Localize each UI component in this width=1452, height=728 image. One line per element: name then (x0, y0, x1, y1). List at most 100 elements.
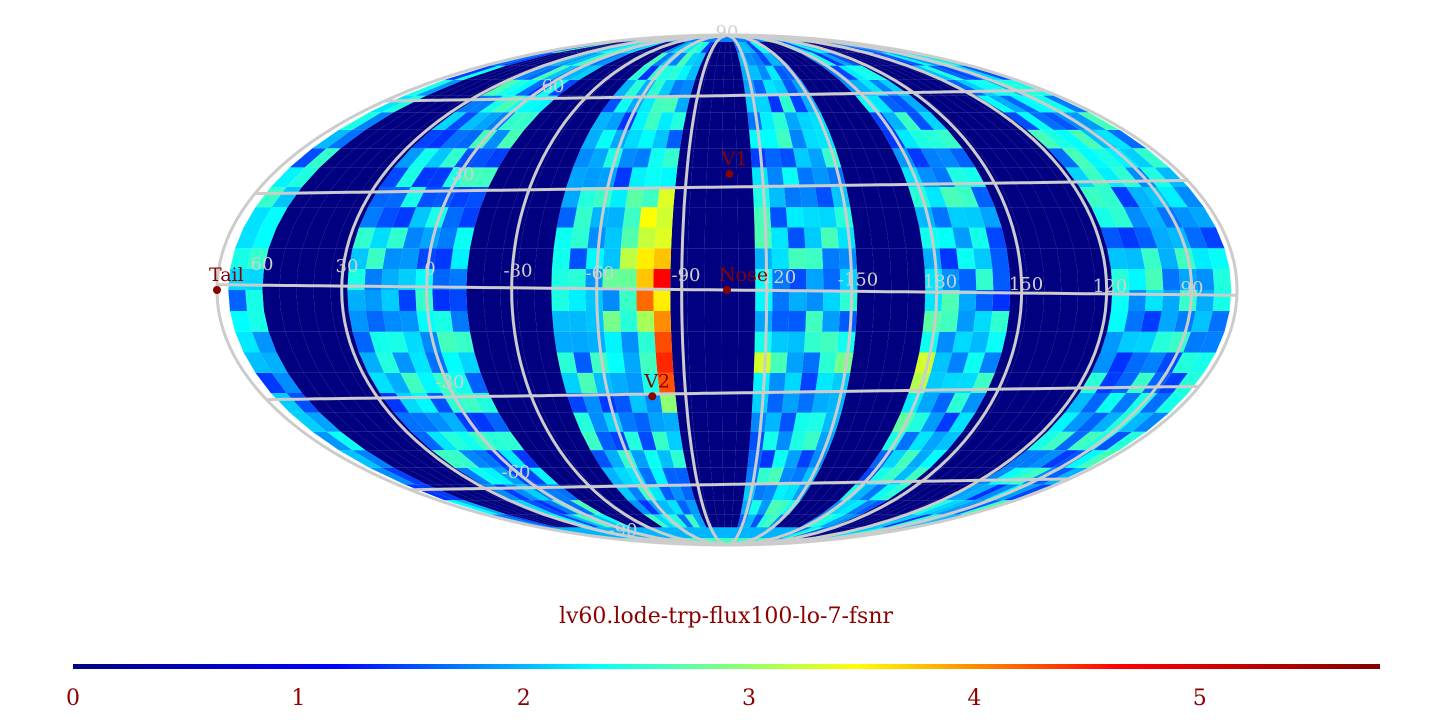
flux-pixel (405, 112, 443, 130)
flux-pixel (1126, 187, 1156, 208)
flux-pixel (926, 65, 975, 80)
flux-pixel (379, 167, 409, 187)
flux-pixel (378, 112, 419, 130)
flux-pixel (855, 248, 874, 269)
flux-pixel (543, 148, 567, 168)
meridian-line (726, 33, 1194, 547)
flux-pixel (708, 129, 723, 149)
flux-pixel (1059, 352, 1085, 373)
flux-pixel (769, 42, 800, 53)
flux-pixel (431, 112, 467, 130)
flux-pixel (1020, 393, 1049, 413)
flux-pixel (926, 484, 966, 501)
flux-pixel (386, 227, 409, 249)
flux-pixel (263, 311, 286, 332)
flux-pixel (935, 227, 957, 249)
flux-pixel (722, 467, 736, 485)
flux-pixel (399, 311, 420, 332)
flux-pixel (685, 500, 701, 515)
flux-pixel (543, 412, 567, 432)
flux-pixel (834, 352, 854, 373)
flux-pixel (523, 207, 545, 228)
flux-pixel (723, 500, 734, 515)
flux-pixel (483, 290, 502, 311)
flux-pixel (907, 290, 926, 311)
flux-pixel (1023, 311, 1044, 332)
parallel-line (254, 178, 1188, 196)
flux-pixel (1172, 187, 1204, 208)
flux-pixel (471, 450, 504, 468)
flux-pixel (754, 311, 773, 332)
flux-pixel (620, 331, 640, 353)
flux-pixel (482, 431, 511, 451)
flux-pixel (651, 52, 675, 66)
flux-pixel (761, 42, 788, 53)
flux-pixel (630, 112, 650, 130)
flux-pixel (473, 65, 523, 80)
flux-pixel (805, 311, 823, 332)
flux-pixel (812, 514, 846, 528)
flux-pixel (942, 450, 974, 468)
flux-pixel (810, 484, 834, 501)
flux-pixel (665, 129, 683, 149)
flux-pixel (408, 207, 433, 228)
flux-pixel (1106, 129, 1147, 149)
flux-pixel (1157, 248, 1179, 269)
flux-pixel (469, 331, 491, 353)
flux-pixel (748, 65, 763, 80)
flux-pixel (309, 352, 336, 373)
flux-pixel (490, 207, 513, 228)
flux-pixel (788, 248, 807, 269)
flux-pixel (926, 500, 975, 515)
flux-pixel (297, 248, 319, 269)
flux-pixel (796, 112, 816, 130)
flux-pixel (617, 65, 644, 80)
flux-pixel (577, 187, 598, 208)
flux-pixel (395, 167, 424, 187)
flux-pixel (721, 269, 739, 290)
flux-pixel (685, 65, 701, 80)
flux-pixel (540, 65, 579, 80)
flux-pixel (1199, 227, 1225, 249)
flux-pixel (706, 167, 722, 187)
marker-v1-label: V1 (721, 148, 748, 170)
flux-pixel (369, 227, 392, 249)
flux-pixel (506, 514, 563, 528)
flux-pixel (1128, 269, 1147, 290)
flux-pixel (312, 129, 353, 149)
flux-pixel (731, 514, 741, 528)
flux-pixel (474, 207, 497, 228)
flux-pixel (752, 372, 770, 393)
flux-pixel (587, 412, 610, 432)
flux-pixel (556, 42, 623, 53)
flux-pixel (591, 484, 618, 501)
flux-pixel (905, 248, 925, 269)
flux-pixel (1191, 311, 1213, 332)
flux-pixel (649, 95, 669, 113)
flux-pixel (1100, 227, 1124, 249)
flux-pixel (882, 352, 903, 373)
flux-pixel (800, 79, 823, 96)
flux-pixel (837, 500, 869, 515)
flux-pixel (838, 311, 857, 332)
flux-pixel (602, 248, 621, 269)
flux-pixel (535, 311, 554, 332)
flux-pixel (540, 207, 561, 228)
flux-pixel (459, 79, 503, 96)
flux-pixel (781, 393, 800, 413)
flux-pixel (822, 95, 845, 113)
flux-pixel (521, 65, 563, 80)
flux-pixel (602, 484, 628, 501)
flux-pixel (535, 393, 559, 413)
flux-pixel (247, 248, 269, 269)
flux-pixel (887, 52, 943, 66)
flux-pixel (1043, 290, 1062, 311)
flux-pixel (1091, 352, 1118, 373)
flux-pixel (934, 500, 984, 515)
flux-pixel (466, 290, 485, 311)
flux-pixel (721, 187, 738, 208)
flux-pixel (1064, 112, 1107, 130)
flux-pixel (530, 514, 582, 528)
flux-pixel (736, 412, 752, 432)
flux-pixel (496, 129, 525, 149)
